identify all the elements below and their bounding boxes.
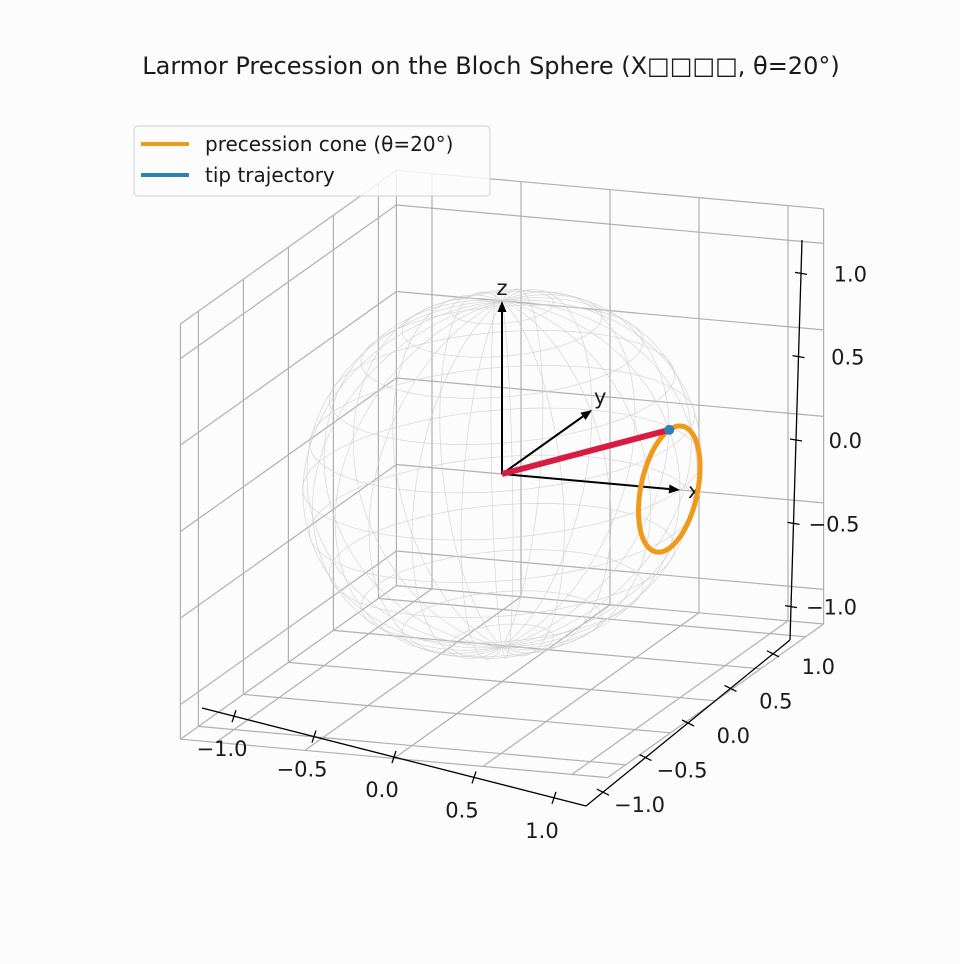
sphere-meridian-7 bbox=[501, 288, 544, 648]
sphere-meridian-12 bbox=[323, 299, 503, 648]
y-tick-3 bbox=[724, 684, 737, 692]
x-tick-0 bbox=[231, 709, 237, 723]
x-tick-label-1: −0.5 bbox=[277, 758, 328, 782]
sphere-meridian-13 bbox=[306, 300, 503, 648]
z-tick-4 bbox=[794, 271, 808, 275]
y-tick-2 bbox=[681, 719, 695, 727]
z-tick-1 bbox=[787, 521, 800, 525]
legend-label-1: tip trajectory bbox=[205, 163, 335, 187]
sphere-meridian-8 bbox=[490, 289, 503, 648]
x-tick-label-2: 0.0 bbox=[365, 778, 398, 802]
legend: precession cone (θ=20°) tip trajectory bbox=[133, 125, 491, 197]
sphere-meridian-15 bbox=[312, 300, 503, 651]
z-tick-0 bbox=[784, 605, 798, 609]
x-tick-3 bbox=[471, 771, 477, 784]
arrow-y-label: y bbox=[594, 385, 606, 409]
tip-trajectory-point bbox=[664, 424, 675, 435]
sphere-meridian-23 bbox=[501, 300, 651, 651]
z-tick-3 bbox=[792, 355, 805, 359]
grid-floor-y-2 bbox=[288, 661, 716, 702]
y-tick-label-3: 0.5 bbox=[759, 689, 792, 713]
y-tick-label-2: 0.0 bbox=[717, 724, 750, 748]
arrow-z-label: z bbox=[496, 276, 507, 300]
sphere-meridian-11 bbox=[353, 297, 503, 648]
grid-left-z-3 bbox=[180, 291, 397, 446]
series-layer bbox=[501, 423, 703, 555]
bloch-vector bbox=[501, 426, 671, 477]
y-tick-label-1: −0.5 bbox=[657, 759, 708, 783]
sphere-meridian-20 bbox=[501, 300, 514, 659]
x-tick-label-4: 1.0 bbox=[525, 819, 558, 843]
y-tick-label-4: 1.0 bbox=[802, 655, 835, 679]
y-tick-0 bbox=[596, 788, 610, 796]
sphere-meridian-16 bbox=[334, 300, 503, 654]
x-tick-4 bbox=[551, 791, 557, 805]
sphere-parallel-9 bbox=[360, 549, 644, 644]
grid-left-z-4 bbox=[180, 204, 397, 360]
legend-box bbox=[133, 125, 491, 197]
grid-floor-x-4 bbox=[571, 620, 789, 775]
grid-back-z-4 bbox=[396, 204, 824, 244]
sphere-meridian-21 bbox=[501, 300, 565, 657]
grid-left-z-2 bbox=[180, 377, 397, 533]
sphere-meridian-14 bbox=[302, 300, 503, 649]
axis-lines: −1.0 −1.0 −1.0 −0.5 −0.5 −0.5 0.0 0.0 0.0 0.5 0.5 0… bbox=[197, 239, 867, 843]
x-tick-1 bbox=[311, 730, 317, 743]
arrow-y-head bbox=[580, 410, 592, 421]
y-tick-4 bbox=[766, 650, 780, 658]
sphere-meridian-3 bbox=[501, 297, 692, 648]
x-tick-label-0: −1.0 bbox=[197, 737, 248, 761]
sphere-meridian-17 bbox=[368, 300, 503, 657]
sphere-meridian-9 bbox=[439, 291, 503, 648]
z-tick-label-2: 0.0 bbox=[829, 429, 862, 453]
y-tick-1 bbox=[639, 754, 652, 762]
arrow-z-head bbox=[497, 301, 507, 312]
sphere-meridian-1 bbox=[501, 300, 698, 648]
sphere-meridian-18 bbox=[411, 300, 503, 659]
z-tick-label-0: −1.0 bbox=[806, 596, 857, 620]
z-tick-label-4: 1.0 bbox=[834, 262, 867, 286]
legend-label-0: precession cone (θ=20°) bbox=[205, 132, 453, 156]
arrow-y-shaft bbox=[501, 415, 584, 475]
grid-floor-y-4 bbox=[378, 597, 806, 638]
grid-floor-x-3 bbox=[482, 612, 700, 767]
z-tick-label-1: −0.5 bbox=[809, 512, 860, 536]
grid-floor-y-3 bbox=[333, 629, 761, 670]
sphere-meridian-19 bbox=[460, 300, 503, 660]
x-tick-label-3: 0.5 bbox=[445, 798, 478, 822]
precession-cone-circle bbox=[636, 423, 703, 555]
arrow-x-head bbox=[668, 484, 680, 494]
chart-title: Larmor Precession on the Bloch Sphere (X… bbox=[142, 52, 839, 80]
axis-panes bbox=[179, 169, 825, 779]
grid-back-z-3 bbox=[396, 290, 824, 331]
sphere-meridian-2 bbox=[501, 299, 702, 648]
grid-back-z-2 bbox=[396, 377, 824, 417]
y-tick-label-0: −1.0 bbox=[614, 793, 665, 817]
x-tick-2 bbox=[391, 750, 397, 764]
sphere-meridian-5 bbox=[501, 291, 636, 648]
z-tick-2 bbox=[789, 438, 803, 442]
z-tick-label-3: 0.5 bbox=[831, 346, 864, 370]
